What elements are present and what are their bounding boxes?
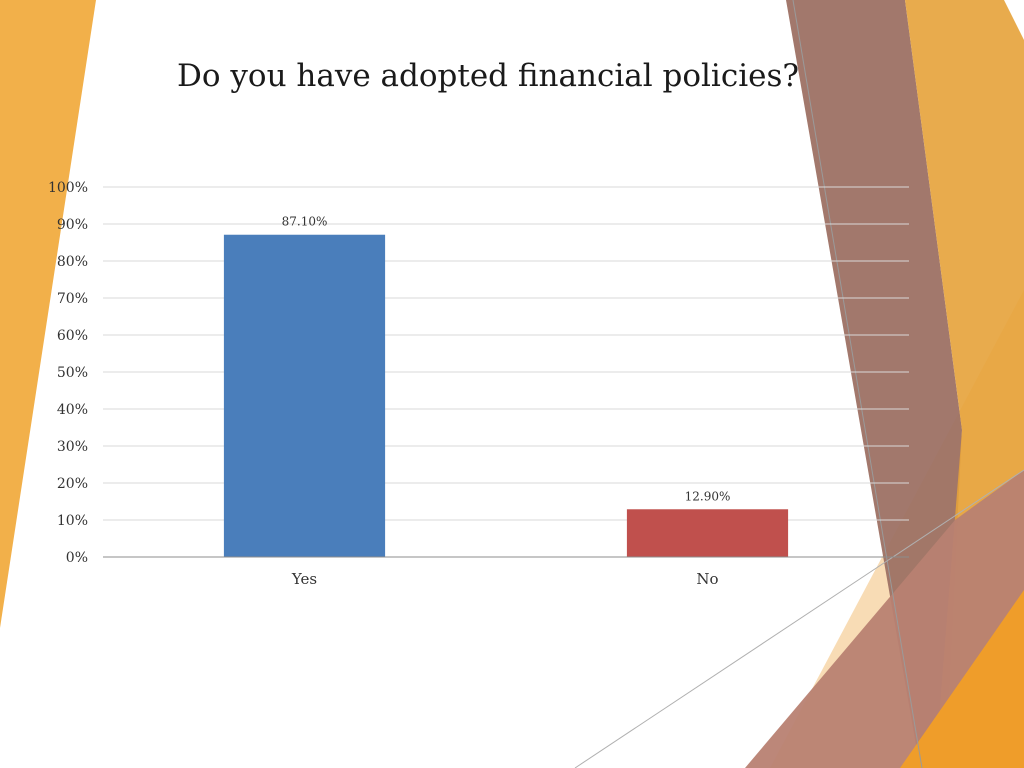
y-tick-label: 50% <box>57 365 88 381</box>
y-tick-label: 10% <box>57 513 88 529</box>
left-accent-shape <box>0 0 96 628</box>
y-axis-ticks: 0% 10% 20% 30% 40% 50% 60% 70% 80% 90% 100% <box>48 180 88 566</box>
chart-title: Do you have adopted financial policies? <box>177 58 799 94</box>
decor-line-1 <box>792 0 923 768</box>
data-label-yes: 87.10% <box>282 215 328 229</box>
y-tick-label: 30% <box>57 439 88 455</box>
decor-line-2 <box>574 469 1024 768</box>
y-tick-label: 40% <box>57 402 88 418</box>
y-tick-label: 20% <box>57 476 88 492</box>
data-labels: 87.10% 12.90% <box>282 215 731 504</box>
y-tick-label: 100% <box>48 180 88 196</box>
bars <box>223 234 789 558</box>
y-tick-label: 80% <box>57 254 88 270</box>
y-tick-label: 60% <box>57 328 88 344</box>
data-label-no: 12.90% <box>685 489 731 503</box>
y-tick-label: 90% <box>57 217 88 233</box>
bar-yes <box>223 234 386 558</box>
bar-no <box>626 509 789 557</box>
y-tick-label: 70% <box>57 291 88 307</box>
x-tick-label-no: No <box>696 570 718 588</box>
y-tick-label: 0% <box>66 550 88 566</box>
x-tick-label-yes: Yes <box>291 570 317 588</box>
bottom-orange-shape <box>900 590 1024 768</box>
x-axis-ticks: Yes No <box>291 570 719 588</box>
